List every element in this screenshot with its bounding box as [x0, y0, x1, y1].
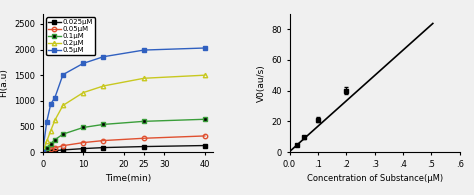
0.1μM — [48, 143, 54, 145]
Y-axis label: FI(a.u): FI(a.u) — [0, 68, 9, 97]
0.05μM — [202, 135, 208, 137]
0.2μM — [48, 129, 54, 132]
0.5μM — [60, 74, 66, 76]
Line: 0.05μM: 0.05μM — [40, 134, 207, 154]
0.5μM — [44, 121, 50, 123]
0.05μM — [40, 151, 46, 153]
0.025μM — [40, 151, 46, 153]
0.5μM — [52, 97, 58, 99]
0.5μM — [202, 47, 208, 49]
0.2μM — [60, 104, 66, 107]
0.05μM — [44, 150, 50, 152]
0.2μM — [44, 140, 50, 143]
0.1μM — [44, 147, 50, 149]
0.025μM — [44, 151, 50, 153]
0.025μM — [100, 146, 106, 149]
0.5μM — [48, 103, 54, 105]
0.05μM — [100, 139, 106, 142]
0.5μM — [40, 151, 46, 153]
0.025μM — [52, 150, 58, 152]
Line: 0.025μM: 0.025μM — [40, 143, 207, 154]
0.025μM — [60, 149, 66, 151]
0.05μM — [60, 144, 66, 147]
0.1μM — [60, 133, 66, 135]
0.1μM — [52, 139, 58, 141]
0.05μM — [81, 141, 86, 144]
0.025μM — [48, 150, 54, 152]
0.2μM — [40, 151, 46, 153]
Legend: 0.025μM, 0.05μM, 0.1μM, 0.2μM, 0.5μM: 0.025μM, 0.05μM, 0.1μM, 0.2μM, 0.5μM — [46, 17, 95, 55]
0.05μM — [52, 147, 58, 149]
Y-axis label: V0(au/s): V0(au/s) — [257, 64, 266, 102]
0.1μM — [141, 120, 147, 122]
Line: 0.1μM: 0.1μM — [40, 117, 207, 154]
0.5μM — [81, 62, 86, 65]
0.2μM — [141, 77, 147, 79]
X-axis label: Time(min): Time(min) — [105, 174, 151, 183]
0.025μM — [81, 147, 86, 150]
X-axis label: Concentration of Substance(μM): Concentration of Substance(μM) — [307, 174, 443, 183]
Line: 0.2μM: 0.2μM — [40, 73, 207, 154]
0.2μM — [52, 119, 58, 121]
0.2μM — [202, 74, 208, 76]
0.5μM — [100, 56, 106, 58]
0.025μM — [141, 145, 147, 148]
0.2μM — [100, 85, 106, 87]
Line: 0.5μM: 0.5μM — [40, 46, 207, 154]
0.2μM — [81, 91, 86, 94]
0.05μM — [48, 148, 54, 151]
0.05μM — [141, 137, 147, 139]
0.1μM — [40, 151, 46, 153]
0.5μM — [141, 49, 147, 51]
0.025μM — [202, 144, 208, 147]
0.1μM — [100, 123, 106, 126]
0.1μM — [81, 126, 86, 129]
0.1μM — [202, 118, 208, 121]
